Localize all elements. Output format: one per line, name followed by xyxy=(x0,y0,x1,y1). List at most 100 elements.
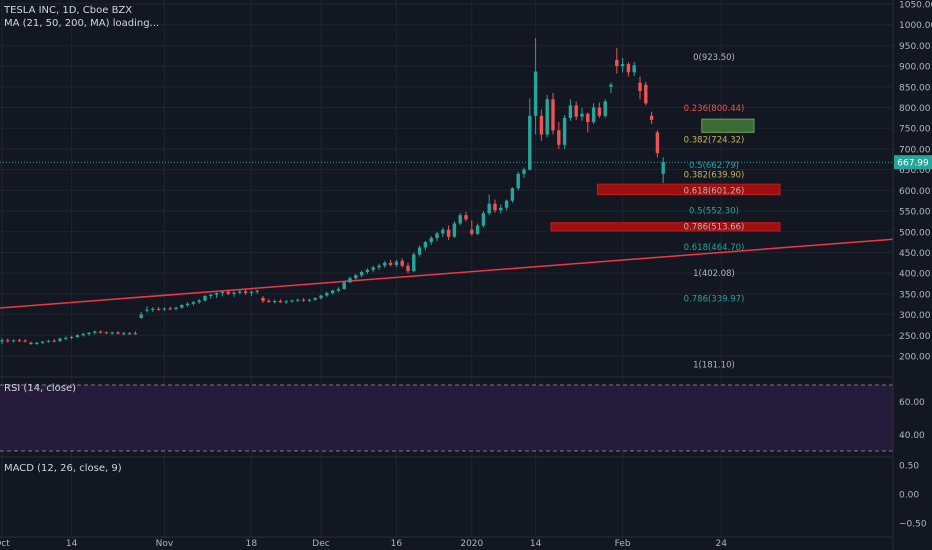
macd-axis: 0.50 0.00 −0.50 xyxy=(899,462,927,530)
candle-body xyxy=(127,333,132,335)
candle xyxy=(75,334,80,339)
price-axis[interactable]: 1050.00 1000.00 950.00 900.00 850.00 800.00 75… xyxy=(899,1,932,363)
price-tick-label: 850.00 xyxy=(899,83,931,93)
candle-body xyxy=(661,162,665,174)
candle-body xyxy=(441,229,445,234)
candle-body xyxy=(151,308,155,310)
candle xyxy=(58,337,62,342)
time-tick-label: 2020 xyxy=(460,539,483,549)
candle-body xyxy=(267,300,271,302)
candle xyxy=(133,331,138,335)
macd-tick-label: 0.50 xyxy=(899,462,919,472)
fib-label: 0.382(639.90) xyxy=(684,170,745,180)
candle xyxy=(499,204,503,214)
candle-body xyxy=(174,307,178,309)
candle xyxy=(139,312,143,319)
ma-indicator-label[interactable]: MA (21, 50, 200, MA) loading... xyxy=(4,18,160,29)
candle-body xyxy=(336,288,341,291)
candle-body xyxy=(417,247,422,255)
fib-zone xyxy=(550,222,781,232)
candle xyxy=(464,211,468,222)
candle-body xyxy=(191,302,196,304)
symbol-title[interactable]: TESLA INC, 1D, Cboe BZX xyxy=(4,5,133,16)
candle xyxy=(545,95,549,138)
fib-zone xyxy=(596,183,781,195)
time-tick-label: 24 xyxy=(715,539,727,549)
candle xyxy=(64,336,68,341)
candle xyxy=(98,330,103,334)
candle xyxy=(151,307,155,313)
rsi-title[interactable]: RSI (14, close) xyxy=(4,383,77,394)
candle-body xyxy=(510,188,515,201)
fib-label: 0.618(464.70) xyxy=(684,243,745,253)
candle xyxy=(609,82,613,94)
candle xyxy=(209,293,213,299)
candle xyxy=(528,98,532,171)
candle xyxy=(23,339,27,343)
candle-body xyxy=(11,340,16,342)
fib-label: 0(923.50) xyxy=(693,53,735,63)
time-axis[interactable]: Oct 14 Nov 18 Dec 16 2020 14 Feb 24 xyxy=(0,539,727,549)
candle xyxy=(487,194,491,216)
candle-body xyxy=(423,242,428,248)
candle xyxy=(174,307,178,311)
candle-body xyxy=(574,105,578,117)
candle xyxy=(574,101,578,120)
candle-body xyxy=(568,105,573,118)
candle-body xyxy=(649,115,654,120)
candle xyxy=(52,339,56,343)
candle xyxy=(383,260,387,268)
candle xyxy=(394,259,399,267)
candle xyxy=(655,130,660,158)
candle xyxy=(429,235,433,246)
fib-labels: 0(923.50) 0.236(800.44) 0.382(724.32) 0.5(6… xyxy=(684,53,745,370)
candle-body xyxy=(504,200,509,208)
candle xyxy=(626,61,631,77)
candle xyxy=(597,102,602,118)
candle-body xyxy=(185,303,190,306)
candle-body xyxy=(249,291,254,294)
candle xyxy=(336,287,341,293)
candle-body xyxy=(0,340,4,342)
time-tick-label: 14 xyxy=(66,539,78,549)
candle xyxy=(35,341,39,345)
candle-body xyxy=(371,267,375,270)
candle-body xyxy=(406,265,410,272)
fib-label: 0.5(552.30) xyxy=(689,207,739,217)
candle xyxy=(615,47,619,74)
fib-label: 0.236(800.44) xyxy=(684,104,745,114)
candle xyxy=(493,199,497,213)
candle-body xyxy=(632,65,636,73)
candle-body xyxy=(493,203,497,211)
candle xyxy=(551,93,555,135)
candle-body xyxy=(156,308,161,310)
candle-body xyxy=(307,299,312,301)
candle xyxy=(412,252,416,272)
candle xyxy=(562,114,567,149)
candle xyxy=(162,307,167,311)
candle-body xyxy=(499,207,503,211)
candle xyxy=(278,299,283,303)
macd-title[interactable]: MACD (12, 26, close, 9) xyxy=(4,463,122,474)
candle xyxy=(191,300,196,306)
candle xyxy=(661,157,665,183)
candle-body xyxy=(75,335,80,337)
price-tick-label: 1000.00 xyxy=(899,21,932,31)
candle xyxy=(110,331,114,335)
fib-label: 0.5(662.79) xyxy=(689,161,739,171)
candle xyxy=(29,341,33,345)
candle-body xyxy=(458,215,462,224)
candle-body xyxy=(365,269,370,272)
candle xyxy=(325,291,329,297)
candle xyxy=(417,245,422,257)
candle-body xyxy=(238,291,242,293)
candle xyxy=(365,268,370,275)
price-tick-label: 550.00 xyxy=(899,208,931,218)
fib-zone xyxy=(701,118,755,133)
candle xyxy=(249,290,254,296)
candles xyxy=(0,37,665,345)
candle-body xyxy=(301,299,306,301)
fib-label: 1(181.10) xyxy=(693,360,735,370)
